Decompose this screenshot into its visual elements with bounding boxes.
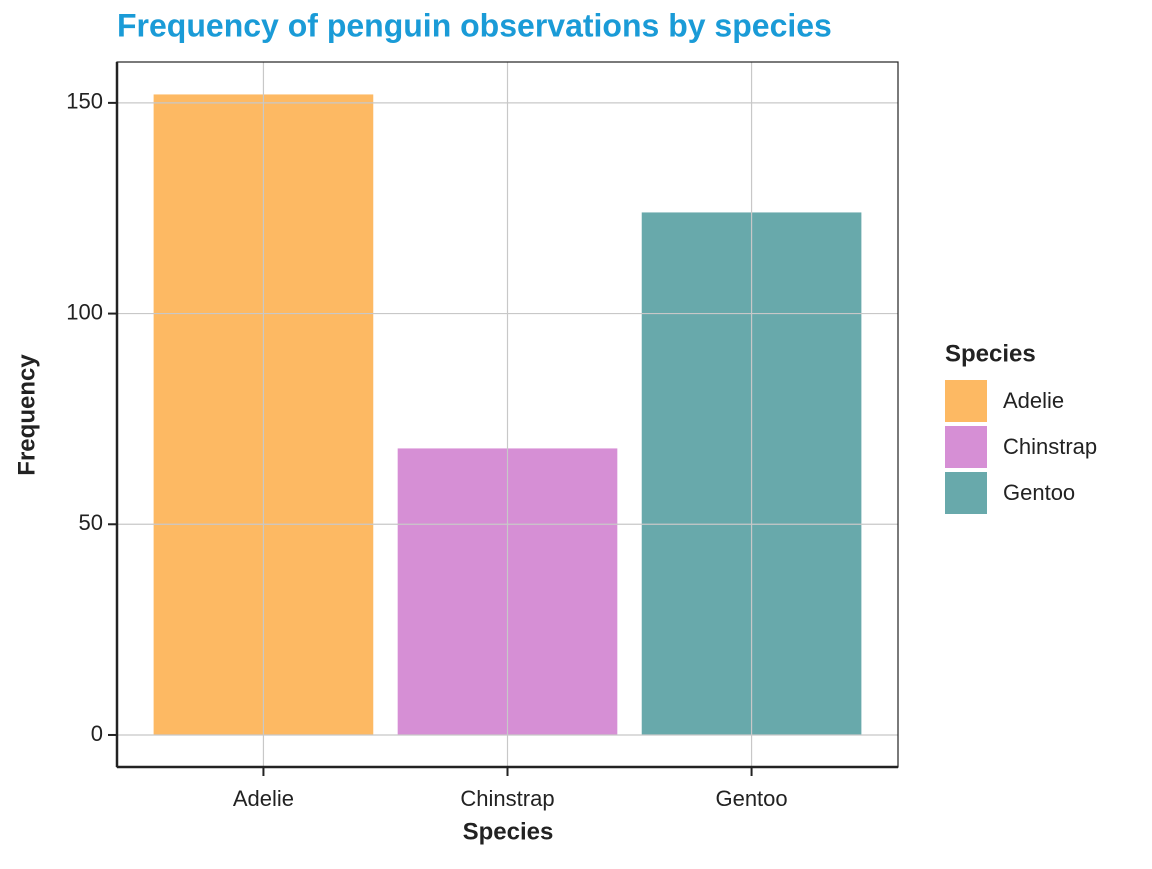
legend-label: Gentoo — [1003, 480, 1075, 505]
y-tick-label: 100 — [66, 299, 103, 324]
legend-label: Adelie — [1003, 388, 1064, 413]
legend-swatch — [945, 426, 987, 468]
x-axis-title: Species — [463, 818, 554, 845]
y-tick-label: 0 — [91, 721, 103, 746]
y-tick-label: 50 — [79, 510, 103, 535]
x-tick-label: Gentoo — [715, 786, 787, 811]
legend-label: Chinstrap — [1003, 434, 1097, 459]
x-tick-label: Chinstrap — [460, 786, 554, 811]
chart-title: Frequency of penguin observations by spe… — [117, 7, 832, 43]
y-axis-title: Frequency — [13, 354, 40, 476]
legend-swatch — [945, 472, 987, 514]
legend-swatch — [945, 380, 987, 422]
y-tick-label: 150 — [66, 89, 103, 114]
legend-title: Species — [945, 340, 1036, 367]
x-tick-label: Adelie — [233, 786, 294, 811]
